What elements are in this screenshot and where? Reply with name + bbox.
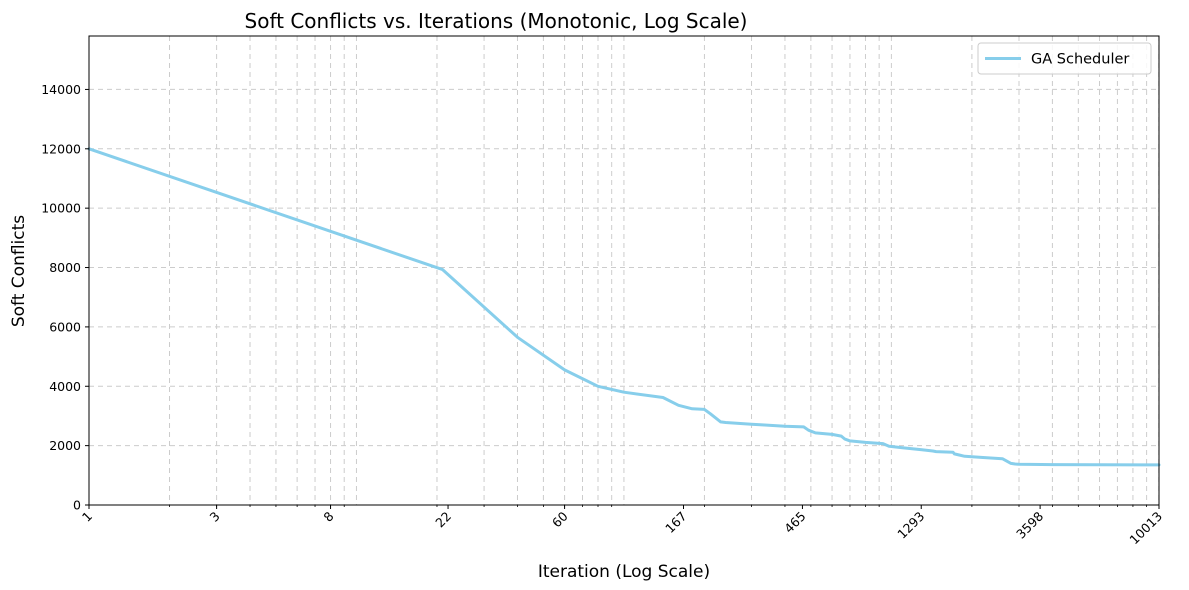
- y-tick-label: 8000: [49, 260, 81, 275]
- y-tick-label: 2000: [49, 438, 81, 453]
- x-tick-label: 167: [662, 509, 689, 536]
- x-tick-label: 3: [207, 509, 223, 525]
- y-tick-label: 10000: [41, 201, 81, 216]
- x-tick-label: 22: [432, 509, 454, 531]
- x-tick-label: 1293: [894, 509, 927, 542]
- y-tick-label: 4000: [49, 379, 81, 394]
- legend-label-ga-scheduler: GA Scheduler: [1031, 52, 1129, 68]
- y-axis-ticks: 0 2000 4000 6000 8000 10000 12000 14000: [41, 82, 89, 513]
- y-tick-label: 6000: [49, 319, 81, 334]
- x-tick-label: 3598: [1013, 508, 1046, 541]
- series-layer: [87, 147, 1161, 467]
- x-axis-ticks: 1 3 8 22 60 167 465 1293 3598 10013: [79, 505, 1165, 547]
- x-tick-label: 60: [549, 508, 571, 530]
- series-line-ga-scheduler: [87, 147, 1161, 467]
- y-tick-label: 14000: [41, 82, 81, 97]
- x-tick-label: 465: [781, 509, 808, 536]
- legend-box: [977, 42, 1152, 75]
- plot-area-frame: [88, 35, 1160, 506]
- grid-lines: [89, 36, 1160, 505]
- x-tick-label: 10013: [1126, 509, 1165, 548]
- x-axis-label: Iteration (Log Scale): [538, 562, 710, 582]
- x-tick-label: 8: [320, 508, 336, 524]
- y-tick-label: 12000: [41, 141, 81, 156]
- legend: GA Scheduler: [977, 42, 1152, 75]
- y-axis-label: Soft Conflicts: [9, 215, 29, 327]
- chart-title: Soft Conflicts vs. Iterations (Monotonic…: [245, 9, 748, 33]
- y-tick-label: 0: [73, 498, 81, 513]
- x-tick-label: 1: [79, 509, 95, 525]
